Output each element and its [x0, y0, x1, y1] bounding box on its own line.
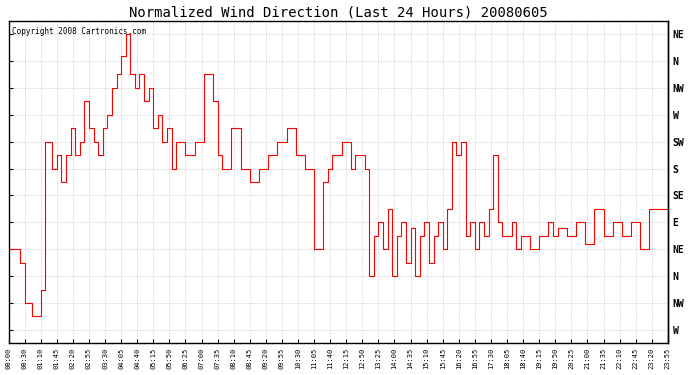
Title: Normalized Wind Direction (Last 24 Hours) 20080605: Normalized Wind Direction (Last 24 Hours… [129, 6, 548, 20]
Text: Copyright 2008 Cartronics.com: Copyright 2008 Cartronics.com [12, 27, 146, 36]
